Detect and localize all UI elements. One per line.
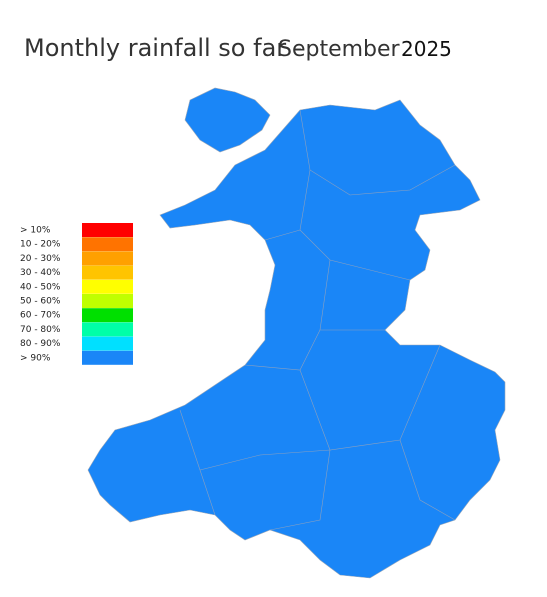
legend-label: 30 - 40% (20, 268, 61, 278)
legend-swatch (82, 223, 133, 237)
legend-swatch (82, 265, 133, 280)
legend-label: 70 - 80% (20, 325, 61, 335)
legend-label: 80 - 90% (20, 339, 61, 349)
title-prefix: Monthly rainfall so far - (24, 34, 302, 62)
legend-label: 20 - 30% (20, 254, 61, 264)
county-border (179, 109, 456, 531)
legend-label: 40 - 50% (20, 282, 61, 292)
legend-swatch (82, 294, 133, 308)
map (87, 87, 506, 579)
legend-label: 60 - 70% (20, 311, 61, 321)
legend-swatch (82, 308, 133, 323)
anglesey (184, 87, 271, 153)
legend: > 10% 10 - 20% 20 - 30% 30 - 40% 40 - 50% 50 … (20, 223, 133, 365)
legend-swatch (82, 251, 133, 266)
title-year: 2025 (401, 37, 452, 61)
legend-swatch (82, 279, 133, 294)
legend-label: > 90% (20, 353, 51, 363)
legend-swatch (82, 350, 133, 365)
title-month: September (278, 37, 401, 62)
legend-swatch (82, 336, 133, 351)
legend-label: > 10% (20, 226, 51, 236)
wales-mainland (87, 99, 506, 579)
legend-label: 10 - 20% (20, 240, 61, 250)
legend-swatch (82, 237, 133, 252)
legend-label: 50 - 60% (20, 297, 61, 307)
legend-swatch (82, 322, 133, 337)
